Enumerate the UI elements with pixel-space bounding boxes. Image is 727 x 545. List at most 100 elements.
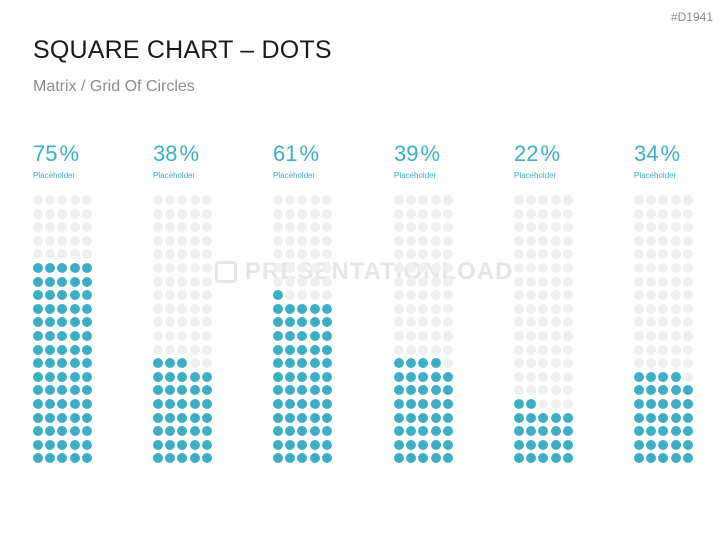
empty-dot [273, 222, 283, 233]
empty-dot [550, 331, 561, 341]
filled-dot [285, 371, 296, 382]
empty-dot [646, 317, 657, 328]
empty-dot [538, 263, 549, 273]
empty-dot [634, 235, 644, 246]
empty-dot [658, 331, 669, 341]
filled-dot [177, 385, 188, 396]
filled-dot [165, 453, 176, 464]
empty-dot [45, 222, 56, 233]
filled-dot [646, 453, 657, 464]
filled-dot [177, 358, 188, 369]
filled-dot [418, 399, 429, 409]
filled-dot [646, 439, 657, 450]
empty-dot [538, 317, 549, 328]
filled-dot [57, 331, 68, 341]
empty-dot [394, 195, 404, 205]
filled-dot [33, 358, 43, 369]
filled-dot [634, 371, 644, 382]
filled-dot [297, 412, 308, 423]
filled-dot [273, 426, 283, 437]
empty-dot [514, 371, 524, 382]
filled-dot [33, 276, 43, 287]
empty-dot [45, 235, 56, 246]
filled-dot [57, 439, 68, 450]
filled-dot [153, 412, 163, 423]
watermark-logo-icon [215, 261, 237, 283]
empty-dot [81, 249, 92, 260]
filled-dot [201, 371, 212, 382]
empty-dot [442, 263, 453, 273]
empty-dot [682, 303, 693, 314]
empty-dot [321, 263, 332, 273]
empty-dot [430, 317, 441, 328]
empty-dot [442, 303, 453, 314]
filled-dot [285, 399, 296, 409]
filled-dot [45, 439, 56, 450]
empty-dot [670, 249, 681, 260]
empty-dot [430, 290, 441, 301]
placeholder-caption: Placeholder [153, 171, 196, 180]
empty-dot [646, 358, 657, 369]
empty-dot [442, 276, 453, 287]
empty-dot [658, 344, 669, 355]
empty-dot [273, 263, 283, 273]
dot-grid [33, 195, 93, 465]
empty-dot [670, 195, 681, 205]
watermark: PRESENTATIONLOAD [215, 258, 513, 286]
filled-dot [189, 426, 200, 437]
filled-dot [321, 303, 332, 314]
filled-dot [69, 412, 80, 423]
filled-dot [418, 426, 429, 437]
percentage-unit: % [299, 141, 320, 166]
filled-dot [514, 399, 524, 409]
empty-dot [189, 222, 200, 233]
filled-dot [514, 439, 524, 450]
empty-dot [153, 317, 163, 328]
empty-dot [177, 331, 188, 341]
filled-dot [165, 399, 176, 409]
empty-dot [321, 249, 332, 260]
filled-dot [394, 426, 404, 437]
empty-dot [658, 222, 669, 233]
empty-dot [165, 208, 176, 219]
filled-dot [33, 385, 43, 396]
empty-dot [165, 290, 176, 301]
filled-dot [177, 412, 188, 423]
empty-dot [634, 358, 644, 369]
placeholder-caption: Placeholder [394, 171, 437, 180]
filled-dot [285, 317, 296, 328]
percentage-label: 38% [153, 140, 233, 168]
empty-dot [418, 317, 429, 328]
empty-dot [273, 208, 283, 219]
empty-dot [309, 290, 320, 301]
empty-dot [201, 331, 212, 341]
filled-dot [430, 399, 441, 409]
dot-grid [273, 195, 333, 465]
filled-dot [646, 412, 657, 423]
empty-dot [57, 222, 68, 233]
percentage-label: 61% [273, 140, 353, 168]
empty-dot [514, 358, 524, 369]
empty-dot [682, 263, 693, 273]
empty-dot [442, 195, 453, 205]
empty-dot [406, 344, 417, 355]
empty-dot [189, 358, 200, 369]
slide-code: #D1941 [670, 10, 713, 24]
filled-dot [297, 303, 308, 314]
empty-dot [153, 303, 163, 314]
empty-dot [394, 331, 404, 341]
empty-dot [430, 276, 441, 287]
filled-dot [646, 385, 657, 396]
filled-dot [394, 399, 404, 409]
chart-column: 22% Placeholder [514, 140, 594, 464]
empty-dot [670, 303, 681, 314]
filled-dot [165, 358, 176, 369]
empty-dot [682, 276, 693, 287]
empty-dot [526, 371, 537, 382]
slide-subtitle: Matrix / Grid Of Circles [33, 78, 195, 95]
filled-dot [634, 412, 644, 423]
filled-dot [33, 371, 43, 382]
filled-dot [394, 453, 404, 464]
filled-dot [550, 439, 561, 450]
filled-dot [57, 344, 68, 355]
